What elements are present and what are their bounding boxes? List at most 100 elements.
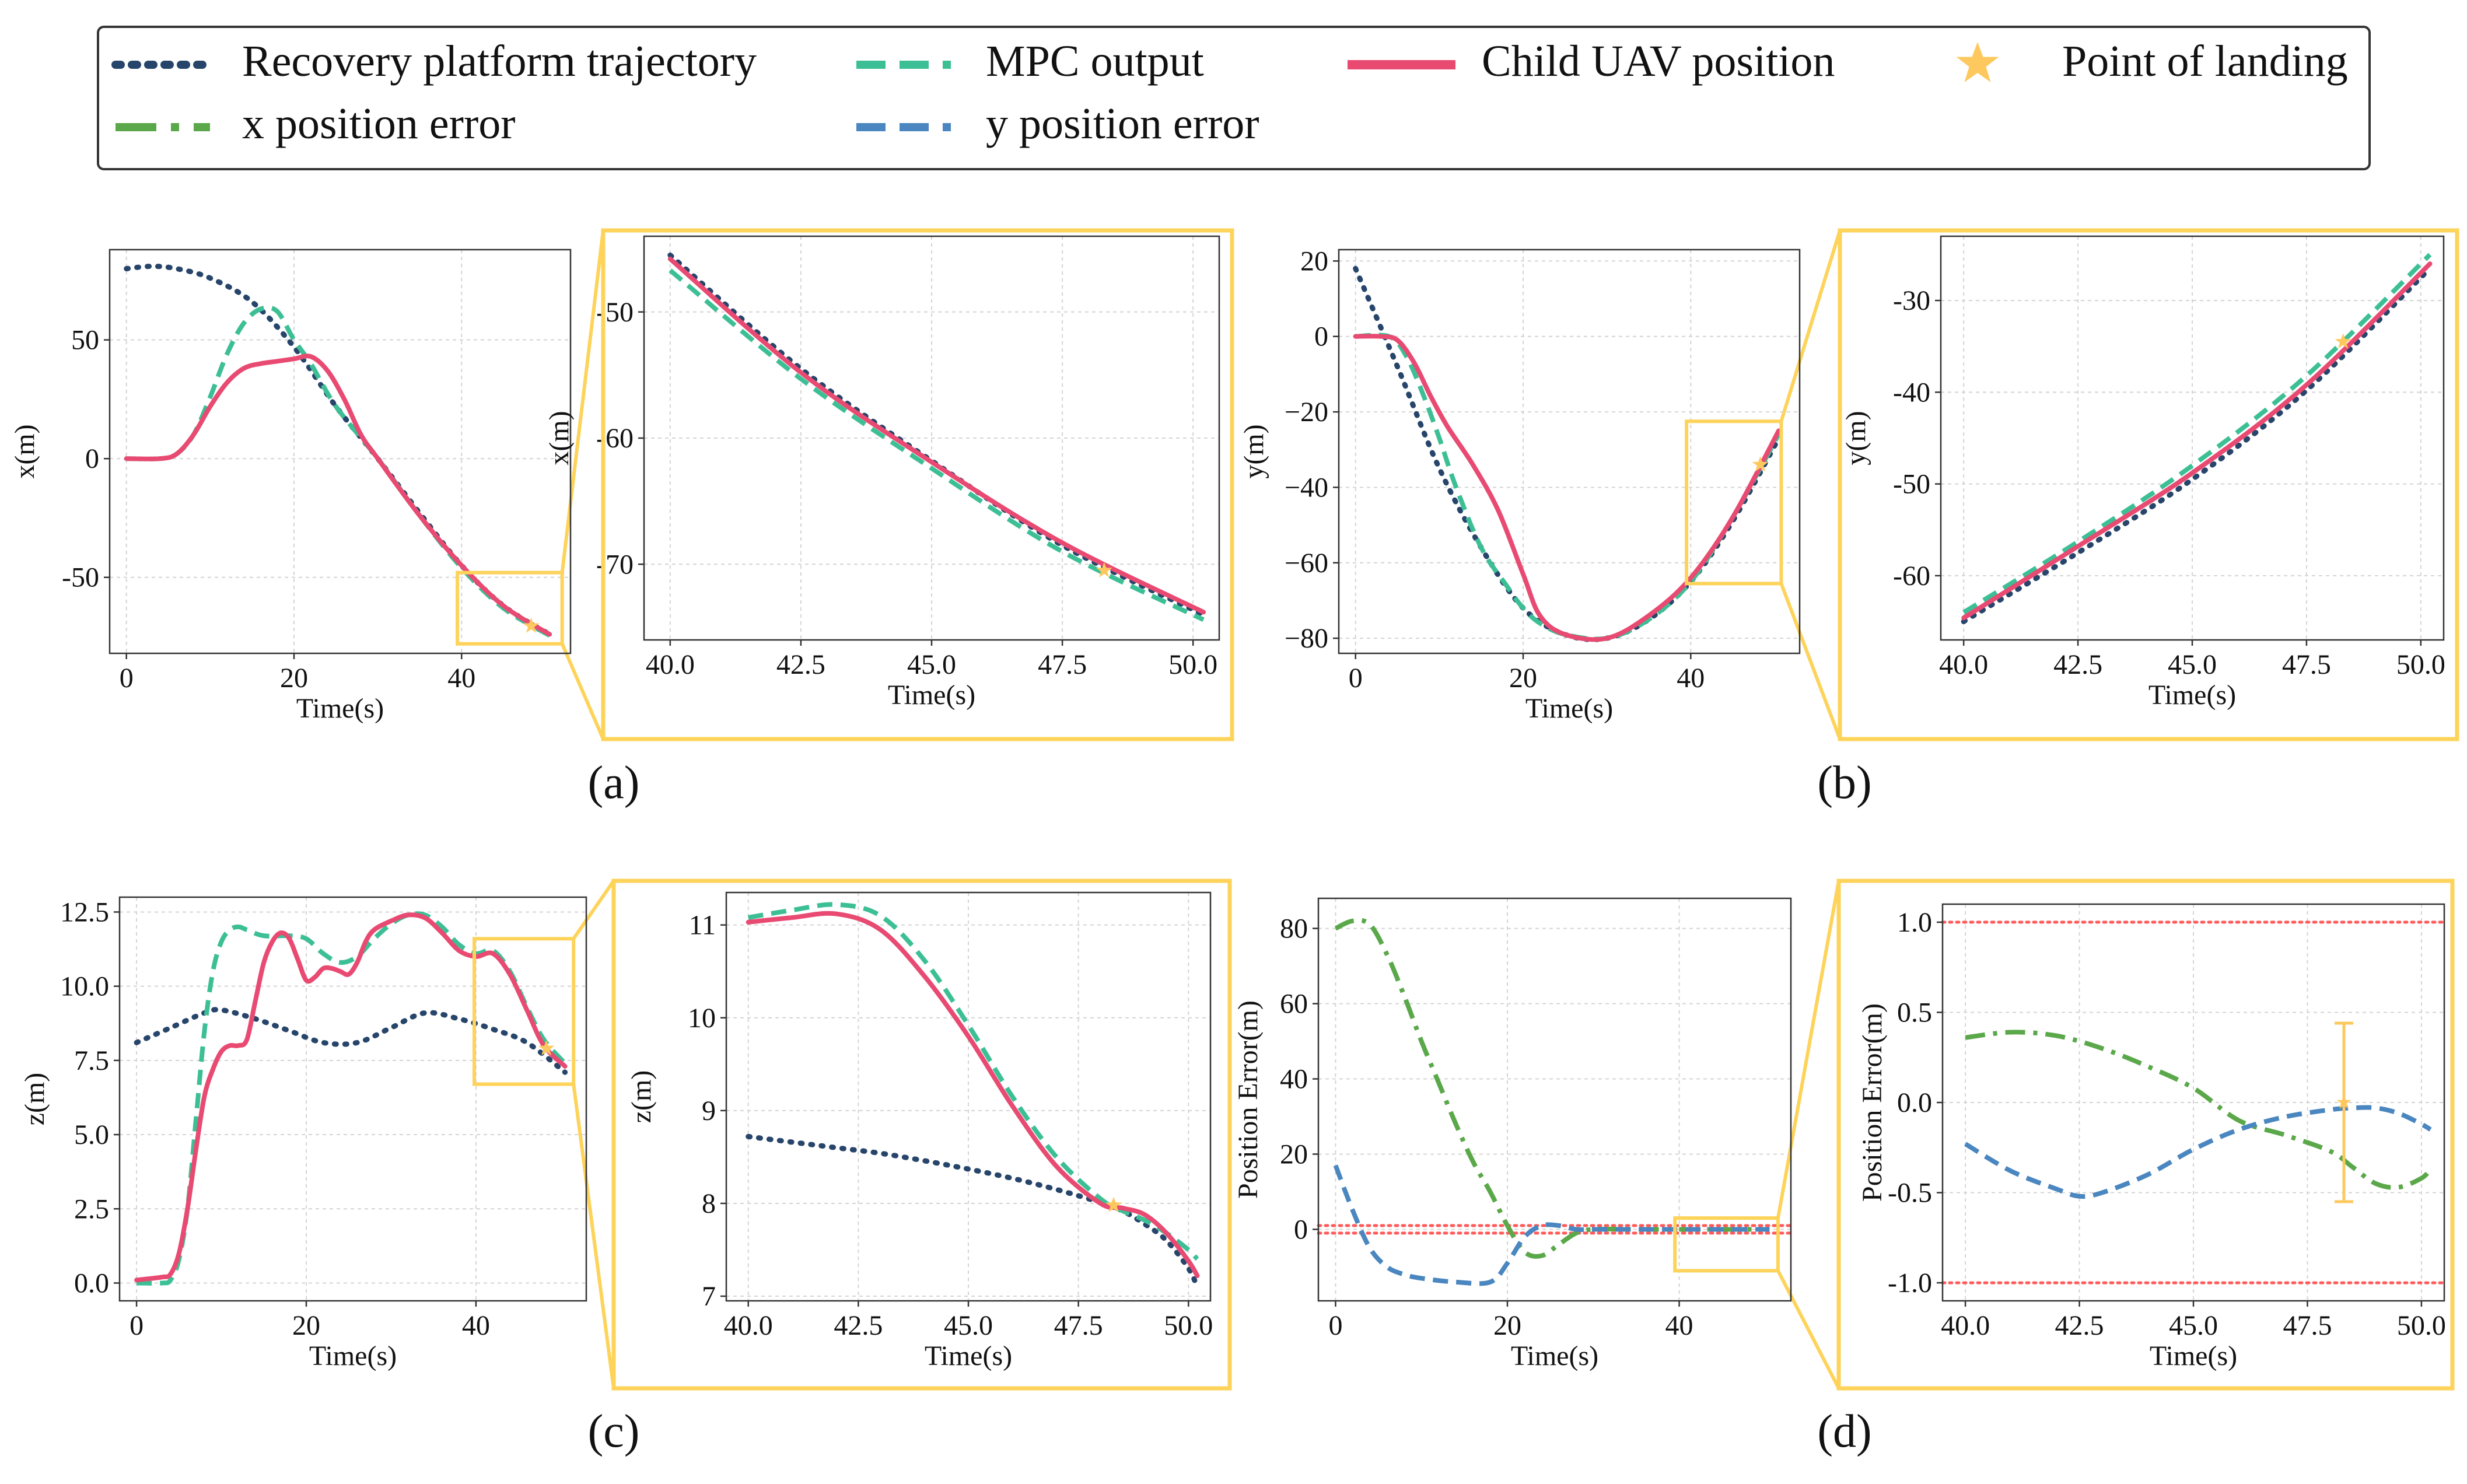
zoom-connector [1779, 230, 1842, 422]
series-xerr [1334, 918, 1770, 1259]
x-tick-label: 40 [1665, 1310, 1693, 1341]
axes-frame [1338, 249, 1801, 654]
chart-z_main: 0 20 40 0.0 2.5 5.0 7.5 10.0 12.5 Time(s) z(m) [19, 896, 587, 1371]
y-tick-label: 12.5 [60, 897, 109, 928]
x-tick-label: 42.5 [2053, 649, 2102, 680]
zoom-connector [572, 1084, 615, 1389]
y-tick-label: 0 [85, 443, 99, 474]
y-axis-label: x(m) [9, 424, 40, 478]
y-tick-label: 7 [702, 1281, 716, 1312]
series-group [746, 902, 1200, 1290]
series-group [1353, 265, 1782, 642]
x-tick-label: 40.0 [724, 1310, 773, 1341]
zoom-connector [1779, 583, 1842, 740]
x-tick-label: 0 [1328, 1310, 1342, 1341]
series-mpc [748, 902, 1199, 1261]
y-tick-label: 9 [702, 1096, 716, 1126]
x-axis-label: Time(s) [925, 1340, 1012, 1371]
y-axis-label: Position Error(m) [1857, 1003, 1888, 1202]
x-tick-label: 47.5 [2283, 1310, 2332, 1341]
series-group [1961, 253, 2433, 624]
zoom-region-box [456, 570, 564, 646]
x-axis-label: Time(s) [1511, 1340, 1598, 1371]
y-axis-label: x(m) [544, 411, 575, 465]
x-tick-label: 42.5 [2055, 1310, 2104, 1341]
x-tick-label: 47.5 [2282, 649, 2331, 680]
y-tick-label: 60 [1280, 989, 1308, 1020]
y-tick-label: 0.0 [74, 1268, 109, 1298]
y-tick-label: 0 [1314, 321, 1328, 352]
legend-landing-label: Point of landing [2062, 37, 2348, 86]
chart-x_main: 0 20 40 -50 0 50 Time(s) x(m) [9, 249, 572, 724]
x-tick-label: 47.5 [1038, 649, 1087, 680]
series-group [124, 264, 552, 638]
chart-z_zoom: 40.0 42.5 45.0 47.5 50.0 7 8 9 10 11 Time(s) z(m) [626, 891, 1213, 1371]
y-tick-label: −60 [1285, 548, 1328, 579]
x-tick-label: 0 [120, 663, 134, 694]
zoom-inset-frame [601, 228, 1234, 741]
chart-y_zoom: 40.0 42.5 45.0 47.5 50.0 -30 -40 -50 -60 Time(s) y… [1840, 235, 2445, 710]
x-axis-label: Time(s) [309, 1340, 397, 1371]
x-tick-label: 40 [447, 663, 475, 694]
y-tick-label: 5.0 [74, 1119, 109, 1150]
chart-y_main: 0 20 40 20 0 −20 −40 −60 −80 Time(s) y(m) [1238, 246, 1801, 724]
x-tick-label: 0 [1349, 663, 1363, 694]
axes-frame [118, 896, 587, 1302]
y-tick-label: -50 [62, 562, 99, 593]
zoom-region-box [473, 937, 576, 1086]
y-tick-label: -1.0 [1888, 1268, 1932, 1298]
x-axis-label: Time(s) [2150, 1340, 2237, 1371]
y-tick-label: 2.5 [74, 1194, 109, 1224]
zoom-connectors [560, 230, 1842, 1390]
y-tick-label: 0.5 [1897, 997, 1932, 1028]
zoom-connector [572, 880, 615, 940]
y-tick-label: -40 [1893, 377, 1930, 408]
zoom-region-box [1673, 1216, 1780, 1273]
series-yerr [1964, 1105, 2432, 1199]
y-tick-label: 0 [1294, 1214, 1308, 1245]
x-axis-label: Time(s) [1525, 693, 1613, 724]
y-axis-label: Position Error(m) [1233, 1000, 1264, 1199]
y-axis-label: z(m) [626, 1070, 657, 1124]
legend-child-label: Child UAV position [1482, 37, 1835, 86]
series-xerr [1965, 1030, 2433, 1190]
legend: Recovery platform trajectory MPC output … [97, 26, 2371, 170]
y-tick-label: −80 [1285, 623, 1328, 654]
x-tick-label: 45.0 [2169, 1310, 2218, 1341]
series-group [134, 911, 568, 1286]
x-tick-label: 20 [1493, 1310, 1521, 1341]
series-mpc [669, 268, 1205, 622]
y-tick-label: 80 [1280, 914, 1308, 944]
y-axis-label: z(m) [19, 1073, 50, 1126]
zoom-connector [560, 643, 605, 740]
series-group [1964, 1030, 2433, 1199]
series-platform [1961, 265, 2433, 624]
series-group [667, 252, 1206, 622]
chart-err_zoom: 40.0 42.5 45.0 47.5 50.0 1.0 0.5 0.0 -0.5 -1.0 Tim… [1857, 903, 2446, 1371]
x-tick-label: 45.0 [2168, 649, 2217, 680]
x-axis-label: Time(s) [2148, 680, 2236, 710]
series-child [124, 354, 552, 637]
chart-err_main: 0 20 40 80 60 40 20 0 Time(s) Position Error(m) [1233, 897, 1793, 1371]
y-tick-label: 50 [71, 325, 99, 356]
zoom-connector [1776, 880, 1840, 1219]
x-tick-label: 0 [130, 1310, 144, 1341]
x-tick-label: 40.0 [1941, 1310, 1990, 1341]
y-tick-label: -50 [1893, 469, 1930, 500]
y-tick-label: -0.5 [1888, 1178, 1932, 1209]
legend-frame [97, 26, 2371, 170]
series-child [1961, 261, 2433, 621]
panel-label-b: (b) [1817, 757, 1871, 808]
y-tick-label: 40 [1280, 1064, 1308, 1095]
series-child [746, 911, 1200, 1278]
x-tick-label: 20 [1509, 663, 1537, 694]
axes-frame [1317, 897, 1792, 1302]
series-child [134, 912, 568, 1283]
panel-label-c: (c) [588, 1406, 640, 1457]
x-tick-label: 40.0 [1939, 649, 1988, 680]
x-tick-label: 47.5 [1054, 1310, 1103, 1341]
legend-mpc-label: MPC output [986, 37, 1204, 86]
series-mpc [126, 305, 551, 638]
x-tick-label: 45.0 [907, 649, 956, 680]
